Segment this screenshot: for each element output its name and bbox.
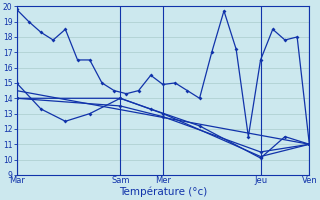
- X-axis label: Température (°c): Température (°c): [119, 187, 207, 197]
